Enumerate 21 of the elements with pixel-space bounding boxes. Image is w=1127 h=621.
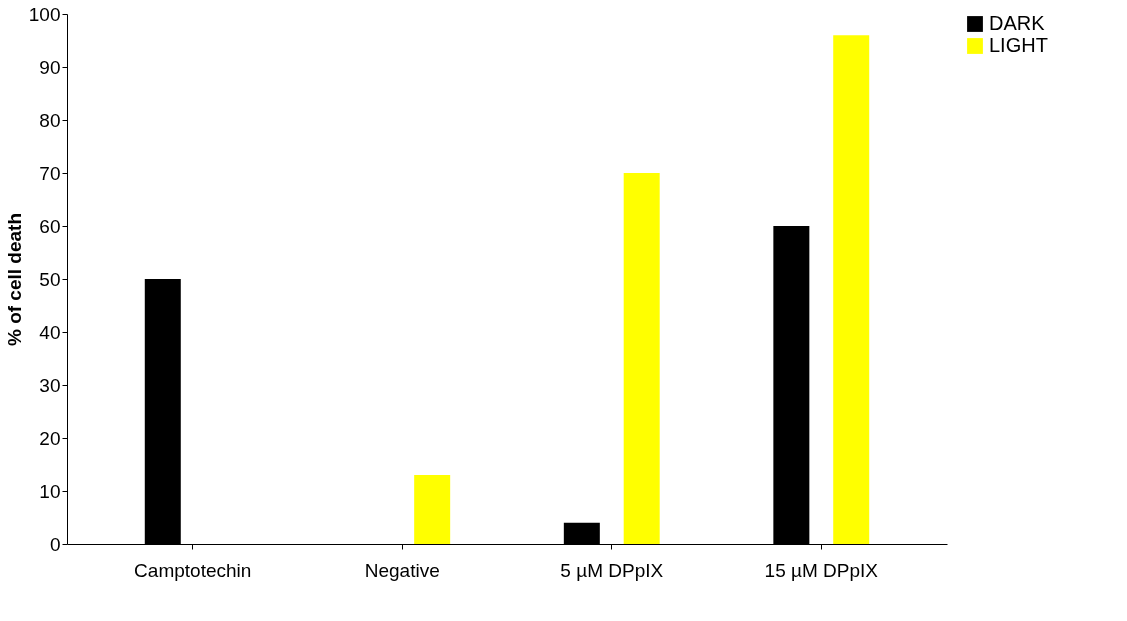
legend-label: LIGHT [989, 34, 1048, 56]
x-tick-label: Camptotechin [134, 559, 252, 581]
y-tick-label: 90 [39, 56, 61, 78]
x-tick-label: 5 µM DPpIX [560, 559, 664, 581]
y-axis-title: % of cell death [3, 212, 25, 347]
y-tick-label: 50 [39, 268, 61, 290]
y-tick-label: 80 [39, 109, 61, 131]
bar [623, 173, 660, 544]
x-tick-label: 15 µM DPpIX [764, 559, 879, 581]
y-tick-label: 100 [28, 3, 61, 25]
y-tick-label: 30 [39, 374, 61, 396]
y-tick-label: 60 [39, 215, 61, 237]
y-tick-label: 10 [39, 480, 61, 502]
x-tick-label: Negative [364, 559, 440, 581]
y-tick-label: 20 [39, 427, 61, 449]
bar [414, 475, 451, 544]
y-tick-label: 0 [49, 533, 61, 555]
y-tick-label: 40 [39, 321, 61, 343]
bar [833, 35, 870, 544]
y-tick-label: 70 [39, 162, 61, 184]
legend-label: DARK [989, 12, 1046, 34]
